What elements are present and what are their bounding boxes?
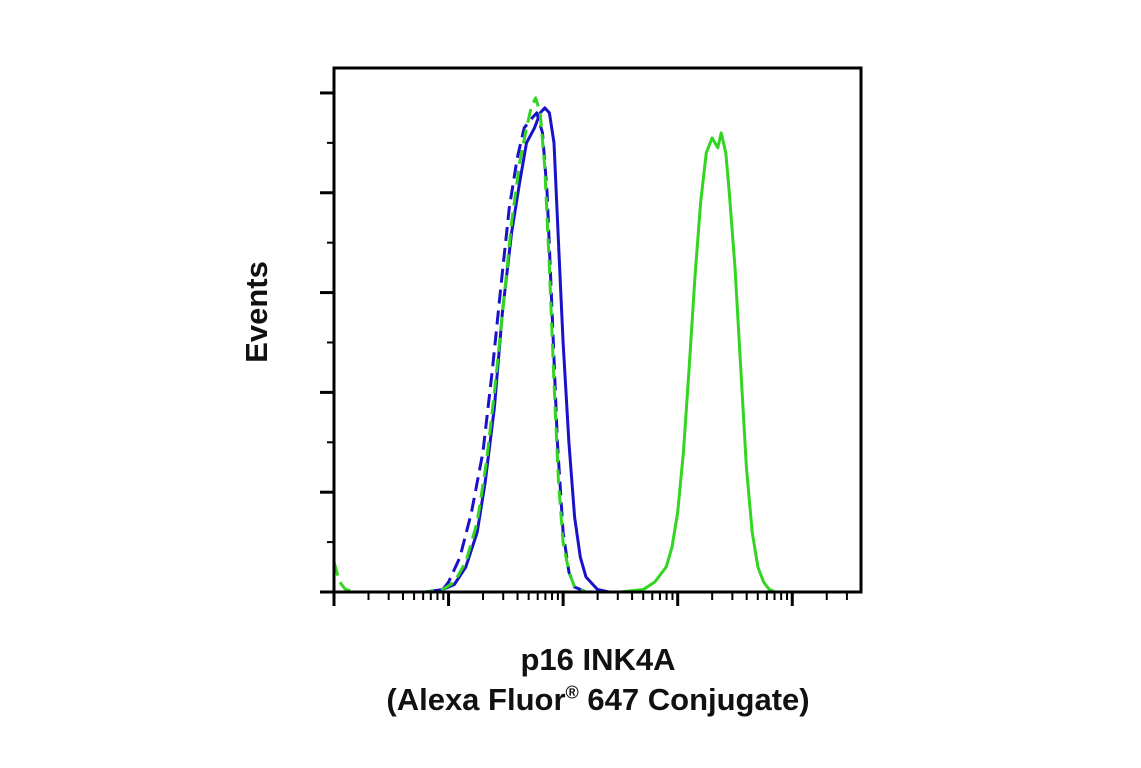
registered-mark: ® (565, 682, 579, 703)
series-line-2 (379, 111, 861, 594)
series-line-1 (379, 106, 861, 594)
series-line-3 (332, 96, 861, 594)
y-axis-title: Events (239, 261, 274, 363)
histogram-series (332, 96, 861, 594)
x-axis-title: p16 INK4A (Alexa Fluor® 647 Conjugate) (386, 640, 809, 720)
plot-frame (332, 66, 863, 594)
series-line-4 (334, 131, 861, 594)
y-axis-ticks (320, 91, 334, 594)
x-axis-title-line2: (Alexa Fluor® 647 Conjugate) (386, 682, 810, 717)
x-axis-title-line1: p16 INK4A (520, 642, 676, 677)
x-axis-ticks (332, 592, 848, 606)
